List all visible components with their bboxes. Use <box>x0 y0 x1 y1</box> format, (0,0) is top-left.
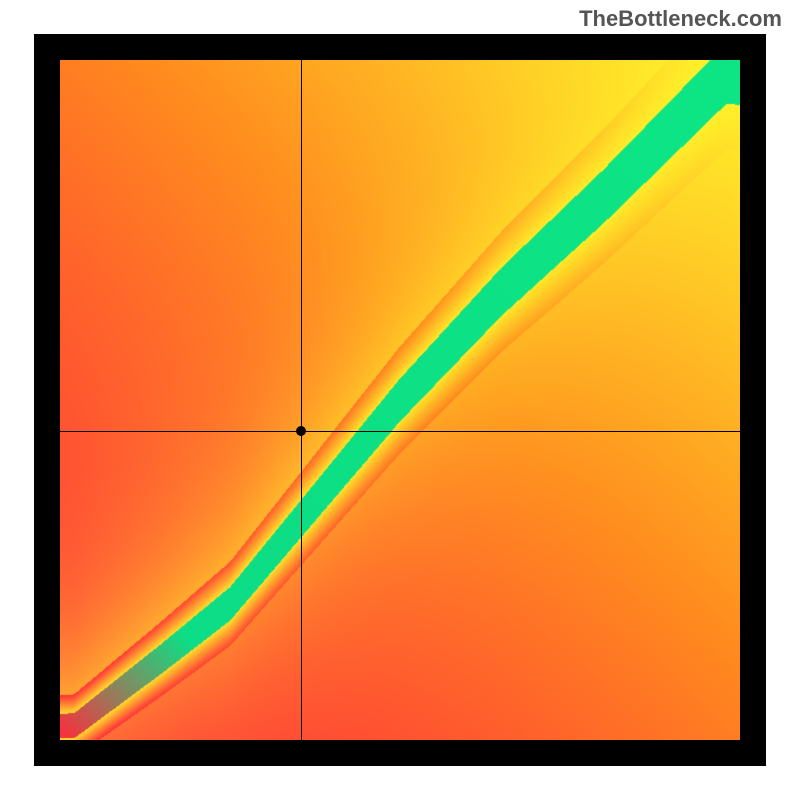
plot-area <box>60 60 740 740</box>
crosshair-vertical <box>301 60 302 740</box>
chart-container: TheBottleneck.com <box>0 0 800 800</box>
heatmap-canvas <box>60 60 740 740</box>
attribution-text: TheBottleneck.com <box>579 6 782 32</box>
data-point-marker <box>296 426 306 436</box>
plot-black-frame <box>34 34 766 766</box>
crosshair-horizontal <box>60 431 740 432</box>
